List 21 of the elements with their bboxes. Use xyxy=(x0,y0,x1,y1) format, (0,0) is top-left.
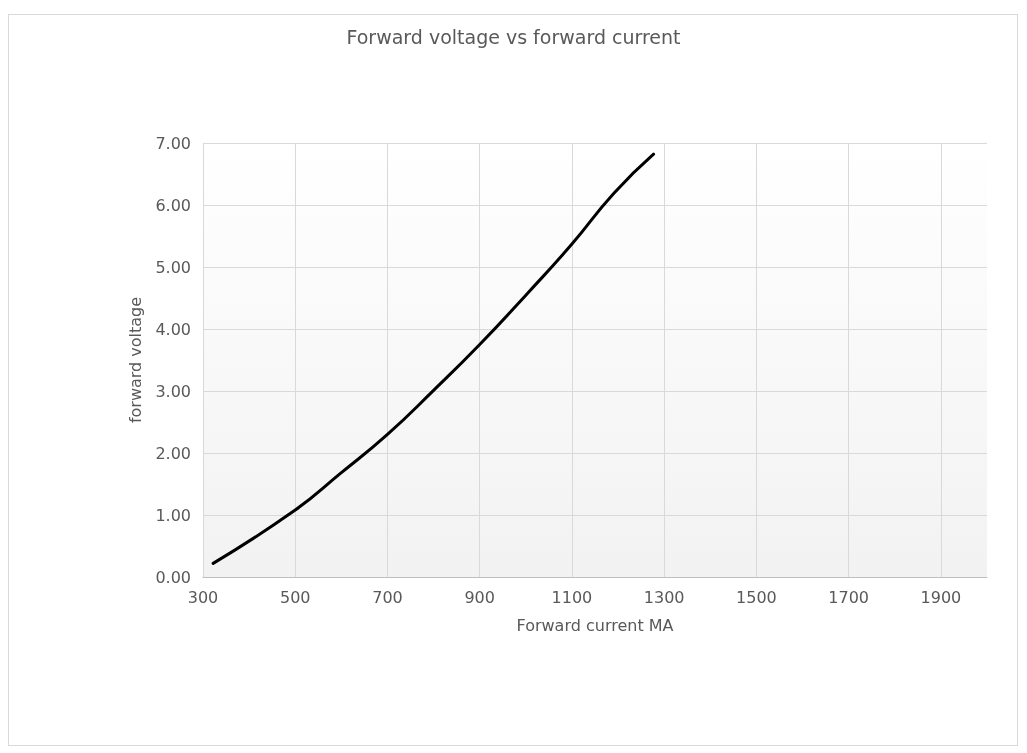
y-tick-label: 1.00 xyxy=(155,505,191,525)
y-tick-label: 3.00 xyxy=(155,381,191,401)
y-tick-label: 6.00 xyxy=(155,195,191,215)
x-tick-label: 500 xyxy=(279,587,311,607)
chart-title: Forward voltage vs forward current xyxy=(346,25,681,48)
x-tick-label: 700 xyxy=(372,587,403,607)
x-tick-label: 1700 xyxy=(828,587,870,607)
x-axis-title: Forward current MA xyxy=(516,615,674,635)
y-axis-title: forward voltage xyxy=(125,296,145,424)
x-tick-label: 1100 xyxy=(551,587,593,607)
x-tick-label: 1300 xyxy=(643,587,685,607)
x-tick-label: 900 xyxy=(464,587,495,607)
y-tick-label: 4.00 xyxy=(155,319,191,339)
y-tick-label: 7.00 xyxy=(155,133,191,153)
line-series xyxy=(211,152,656,565)
x-tick-label: 300 xyxy=(187,587,219,607)
x-tick-label: 1900 xyxy=(920,587,962,607)
y-tick-label: 0.00 xyxy=(155,567,191,587)
x-tick-label: 1500 xyxy=(736,587,777,607)
y-tick-label: 2.00 xyxy=(155,443,191,463)
y-tick-label: 5.00 xyxy=(155,257,191,277)
